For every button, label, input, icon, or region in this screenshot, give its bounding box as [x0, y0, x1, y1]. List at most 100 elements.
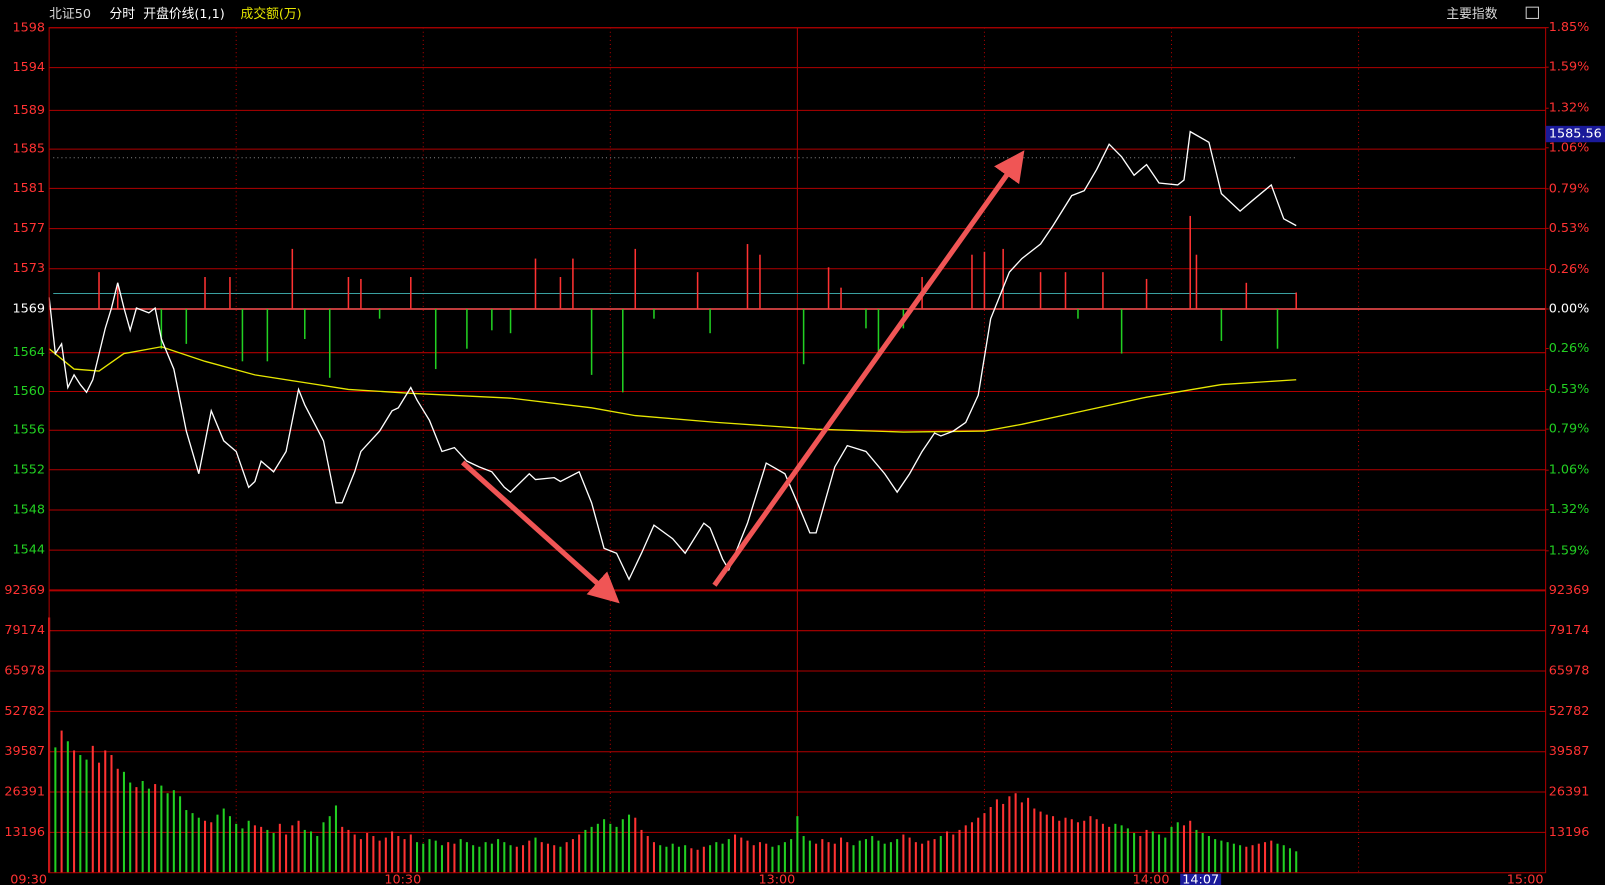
- y2-tick-label: 1.06%: [1549, 140, 1590, 155]
- volume-bar: [1282, 845, 1285, 873]
- volume-bar: [422, 843, 425, 873]
- volume-bar: [565, 842, 568, 873]
- volume-bar: [939, 836, 942, 873]
- volume-bar: [216, 814, 219, 873]
- volume-bar: [347, 829, 350, 873]
- volume-bar: [285, 834, 288, 873]
- volume-bar: [1264, 842, 1267, 873]
- volume-bar: [1195, 829, 1198, 873]
- volume-bar: [1295, 851, 1298, 873]
- volume-bar: [1058, 820, 1061, 873]
- volume-bar: [840, 837, 843, 873]
- volume-bar: [995, 799, 998, 873]
- volume-bar: [54, 747, 57, 873]
- average-line: [48, 346, 1297, 433]
- volume-bar: [172, 790, 175, 873]
- volume-bar: [571, 839, 574, 873]
- volume-bar: [328, 816, 331, 873]
- volume-bar: [316, 836, 319, 873]
- volume-bar: [434, 840, 437, 873]
- volume-bar: [546, 843, 549, 873]
- volume-bar: [671, 843, 674, 873]
- volume-bar: [596, 823, 599, 873]
- y2-tick-label: 0.00%: [1549, 301, 1590, 316]
- volume-tick-label: 79174: [1549, 623, 1590, 638]
- index-button[interactable]: 主要指数: [1446, 7, 1497, 22]
- volume-bar: [110, 755, 113, 873]
- volume-bar: [1207, 836, 1210, 873]
- volume-bar: [902, 834, 905, 873]
- volume-bar: [472, 845, 475, 873]
- volume-bar: [584, 829, 587, 873]
- volume-bar: [970, 822, 973, 873]
- volume-bar: [179, 796, 182, 873]
- volume-bar: [66, 741, 69, 873]
- volume-bar: [864, 839, 867, 873]
- volume-bar: [1033, 808, 1036, 873]
- y-tick-label: 1564: [12, 345, 45, 360]
- volume-bar: [590, 826, 593, 873]
- volume-bar: [228, 816, 231, 873]
- volume-bar: [983, 813, 986, 873]
- volume-bar: [403, 839, 406, 873]
- volume-bar: [522, 845, 525, 873]
- volume-bar: [659, 845, 662, 873]
- volume-bar: [621, 819, 624, 873]
- y-tick-label: 1544: [12, 543, 45, 558]
- volume-bar: [253, 825, 256, 873]
- y2-tick-label: 1.32%: [1549, 502, 1590, 517]
- volume-bar: [702, 846, 705, 873]
- volume-bar: [116, 768, 119, 873]
- volume-bar: [1133, 832, 1136, 873]
- volume-tick-label: 52782: [1549, 704, 1590, 719]
- volume-bar: [1245, 846, 1248, 873]
- volume-bar: [79, 755, 82, 873]
- volume-bar: [1232, 843, 1235, 873]
- panel-icon[interactable]: [1525, 6, 1539, 19]
- volume-bar: [166, 793, 169, 873]
- volume-bar: [709, 845, 712, 873]
- volume-tick-label: 39587: [4, 744, 45, 759]
- volume-bar: [1020, 802, 1023, 873]
- volume-bar: [1158, 834, 1161, 873]
- cursor-price-box: [1545, 125, 1605, 143]
- volume-bar: [147, 788, 150, 873]
- volume-bar: [1064, 817, 1067, 873]
- y-tick-label: 1589: [12, 103, 45, 118]
- volume-tick-label: 26391: [4, 785, 45, 800]
- cursor-time-box: [1180, 873, 1222, 885]
- volume-bar: [122, 771, 125, 873]
- volume-bar: [640, 829, 643, 873]
- volume-bar: [191, 813, 194, 873]
- y2-tick-label: 0.79%: [1549, 422, 1590, 437]
- volume-bar: [247, 820, 250, 873]
- y2-tick-label: 0.53%: [1549, 382, 1590, 397]
- y-tick-label: 1573: [12, 261, 45, 276]
- volume-bar: [1014, 793, 1017, 873]
- volume-bar: [447, 842, 450, 873]
- volume-bar: [278, 823, 281, 873]
- volume-bar: [1270, 840, 1273, 873]
- volume-tick-label: 92369: [1549, 583, 1590, 598]
- volume-bar: [889, 842, 892, 873]
- volume-bar: [952, 834, 955, 873]
- volume-bar: [1151, 831, 1154, 873]
- volume-bar: [634, 817, 637, 873]
- volume-bar: [1052, 816, 1055, 873]
- y-tick-label: 1585: [12, 142, 45, 157]
- volume-bar: [896, 839, 899, 873]
- y-tick-label: 1581: [12, 181, 45, 196]
- x-tick-label: 10:30: [384, 872, 421, 885]
- volume-bar: [1288, 848, 1292, 873]
- x-tick-label: 09:30: [10, 872, 47, 885]
- volume-bar: [927, 840, 930, 873]
- volume-bar: [752, 845, 755, 873]
- volume-bar: [415, 842, 419, 873]
- volume-bar: [309, 831, 313, 873]
- volume-bar: [871, 836, 874, 873]
- volume-bar: [503, 842, 506, 873]
- volume-bar: [1008, 796, 1011, 873]
- x-tick-label: 14:00: [1133, 872, 1170, 885]
